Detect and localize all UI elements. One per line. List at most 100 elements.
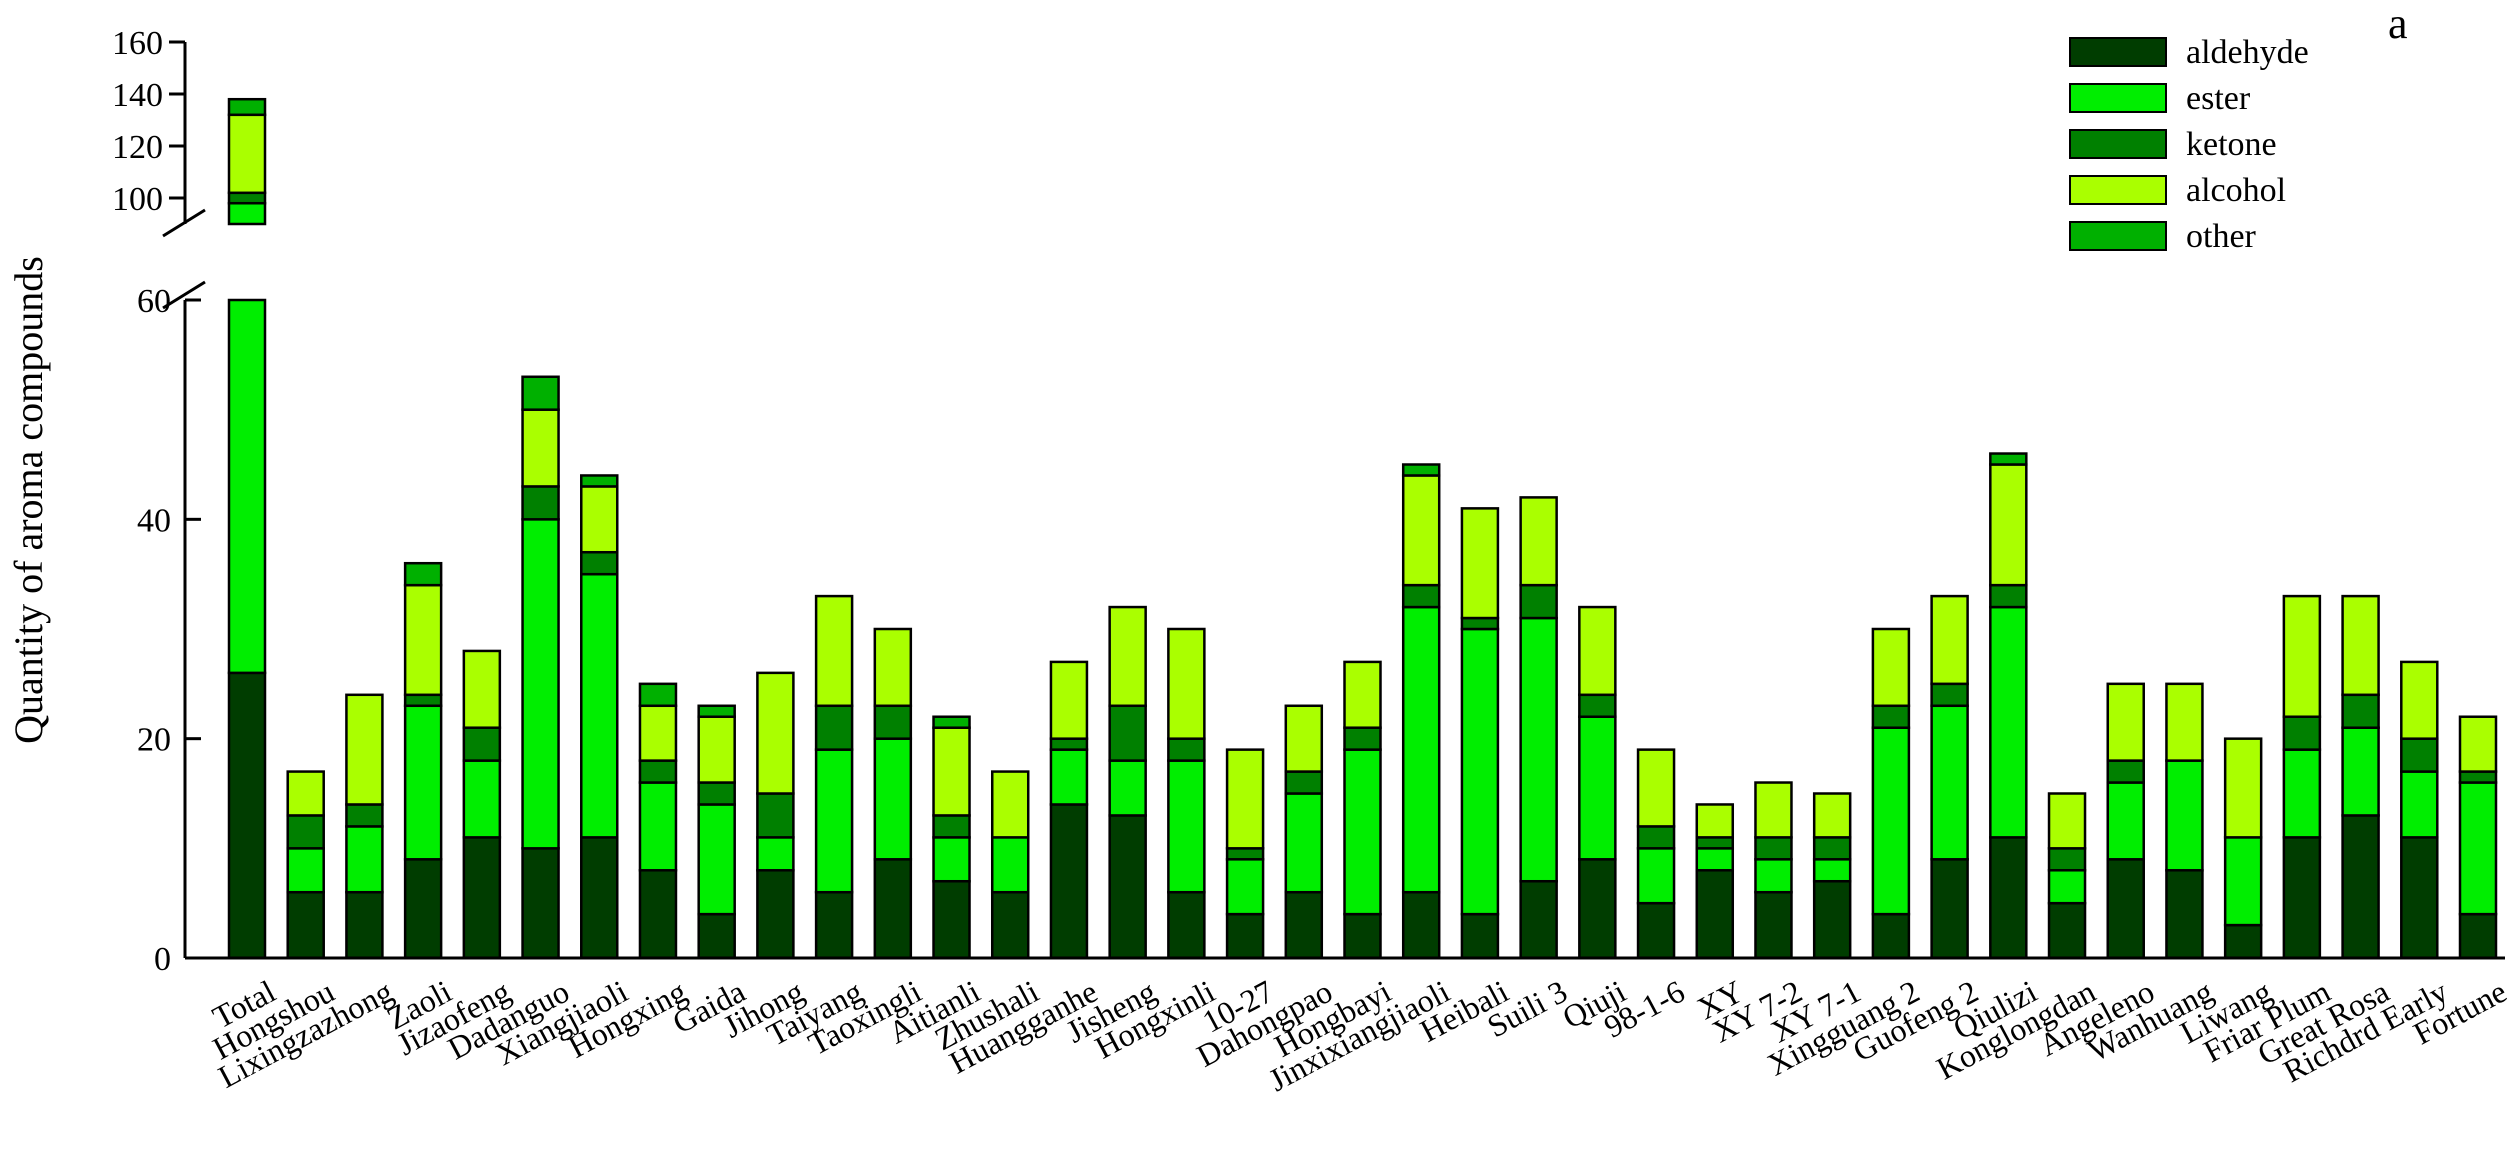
bar-segment-other: [638, 682, 678, 708]
bar-segment-ketone: [1812, 836, 1852, 861]
bar-segment-aldehyde: [2341, 814, 2380, 960]
bar-segment-ester: [1636, 847, 1676, 905]
bar-segment-aldehyde: [227, 671, 267, 960]
bar-segment-alcohol: [2282, 594, 2322, 718]
bar-segment-ester: [1460, 627, 1500, 916]
bar-segment-alcohol: [1519, 496, 1558, 587]
bar-segment-aldehyde: [638, 869, 678, 960]
bar-segment-ester: [1989, 605, 2028, 839]
bar-segment-ester: [462, 759, 502, 839]
bar-segment-ester: [1930, 704, 1969, 861]
bar-segment-aldehyde: [1519, 879, 1558, 960]
bar-segment-aldehyde: [580, 836, 619, 960]
bar-segment-ketone: [1284, 770, 1324, 795]
bar-segment-alcohol: [814, 594, 854, 708]
bar-segment-ketone: [697, 781, 736, 806]
y-tick-label: 100: [112, 181, 163, 218]
bar-segment-aldehyde: [1401, 890, 1441, 960]
bar-segment-alcohol: [1812, 792, 1852, 839]
bar-segment-other: [1989, 452, 2028, 466]
bar-segment-aldehyde: [990, 890, 1030, 960]
y-tick-label: 60: [137, 283, 171, 320]
bar-segment-alcohol: [1284, 704, 1324, 773]
bar-segment-ketone-upper: [227, 191, 267, 205]
bar-segment-aldehyde: [2400, 836, 2439, 960]
bar-segment-aldehyde: [1167, 890, 1206, 960]
bar-segment-ester: [1871, 726, 1911, 916]
bar-segment-ester: [227, 298, 267, 675]
panel-label: a: [2388, 0, 2408, 48]
bar-segment-ester: [814, 748, 854, 894]
bar-segment-other: [403, 561, 443, 587]
bar-segment-ketone: [2400, 737, 2439, 773]
bar-segment-alcohol: [697, 715, 736, 784]
bar-segment-ketone: [403, 693, 443, 708]
bar-segment-alcohol: [2106, 682, 2145, 762]
bar-segment-ketone: [2458, 770, 2498, 784]
y-axis-title: Quantity of aroma compounds: [6, 256, 51, 744]
bar-segment-alcohol: [1167, 627, 1206, 740]
axis-break-mark: [162, 280, 206, 310]
bar-segment-aldehyde: [1343, 912, 1382, 960]
bar-segment-ketone: [462, 726, 502, 762]
bar-segment-alcohol: [1578, 605, 1617, 697]
bar-segment-aldehyde: [1049, 803, 1089, 960]
bar-segment-ketone: [1930, 682, 1969, 708]
legend-swatch-ketone: [2069, 129, 2167, 159]
bar-segment-ketone: [756, 792, 795, 839]
legend-swatch-alcohol: [2069, 175, 2167, 205]
bar-segment-aldehyde: [1284, 890, 1324, 960]
y-tick-label: 0: [154, 941, 171, 978]
bar-segment-alcohol: [1401, 474, 1441, 587]
bar-segment-ketone: [1871, 704, 1911, 729]
bar-segment-aldehyde: [2282, 836, 2322, 960]
axis-break-mark: [162, 208, 206, 238]
bar-segment-alcohol: [873, 627, 913, 708]
legend-swatch-other: [2069, 221, 2167, 251]
bar-segment-other: [521, 375, 560, 411]
bar-segment-aldehyde: [873, 858, 913, 960]
bar-segment-ester: [2458, 781, 2498, 916]
bar-segment-aldehyde: [1812, 879, 1852, 960]
legend-swatch-ester: [2069, 83, 2167, 113]
bar-segment-ester: [286, 847, 325, 894]
bar-segment-ketone: [1519, 583, 1558, 620]
bar-segment-ketone: [932, 814, 971, 839]
bar-segment-ester: [1695, 847, 1735, 872]
bar-segment-aldehyde: [2458, 912, 2498, 960]
bar-segment-ketone: [1108, 704, 1147, 762]
bar-segment-aldehyde: [345, 890, 384, 960]
bar-segment-ketone: [1225, 847, 1265, 861]
bar-segment-ester: [932, 836, 971, 883]
bar-segment-ester: [1284, 792, 1324, 894]
bar-segment-ester: [1108, 759, 1147, 817]
bar-segment-ketone: [873, 704, 913, 740]
bar-segment-alcohol: [521, 408, 560, 488]
bar-segment-ester: [1225, 858, 1265, 916]
bar-segment-alcohol: [2047, 792, 2087, 850]
bar-segment-ester: [1049, 748, 1089, 806]
legend-label-other: other: [2186, 218, 2257, 255]
legend-label-ketone: ketone: [2186, 126, 2277, 163]
bar-segment-aldehyde: [2106, 858, 2145, 960]
bar-segment-aldehyde: [2165, 869, 2204, 960]
bar-segment-other: [580, 474, 619, 488]
bar-segment-ester: [2047, 869, 2087, 905]
bar-segment-ester: [1812, 858, 1852, 883]
bar-segment-alcohol: [1049, 660, 1089, 740]
bar-segment-aldehyde: [286, 890, 325, 960]
bar-segment-ester: [580, 572, 619, 839]
bar-segment-alcohol: [2223, 737, 2263, 839]
bar-segment-ketone: [1754, 836, 1793, 861]
bar-segment-ketone: [1460, 616, 1500, 631]
bar-segment-alcohol: [1225, 748, 1265, 850]
bar-segment-alcohol: [1754, 781, 1793, 839]
bar-segment-aldehyde: [1225, 912, 1265, 960]
bar-segment-alcohol: [1930, 594, 1969, 686]
bar-segment-aldehyde: [1754, 890, 1793, 960]
bar-segment-aldehyde: [1460, 912, 1500, 960]
bar-segment-ester: [2106, 781, 2145, 861]
bar-segment-alcohol: [1343, 660, 1382, 729]
bar-segment-ketone: [345, 803, 384, 828]
bar-segment-ketone: [814, 704, 854, 751]
